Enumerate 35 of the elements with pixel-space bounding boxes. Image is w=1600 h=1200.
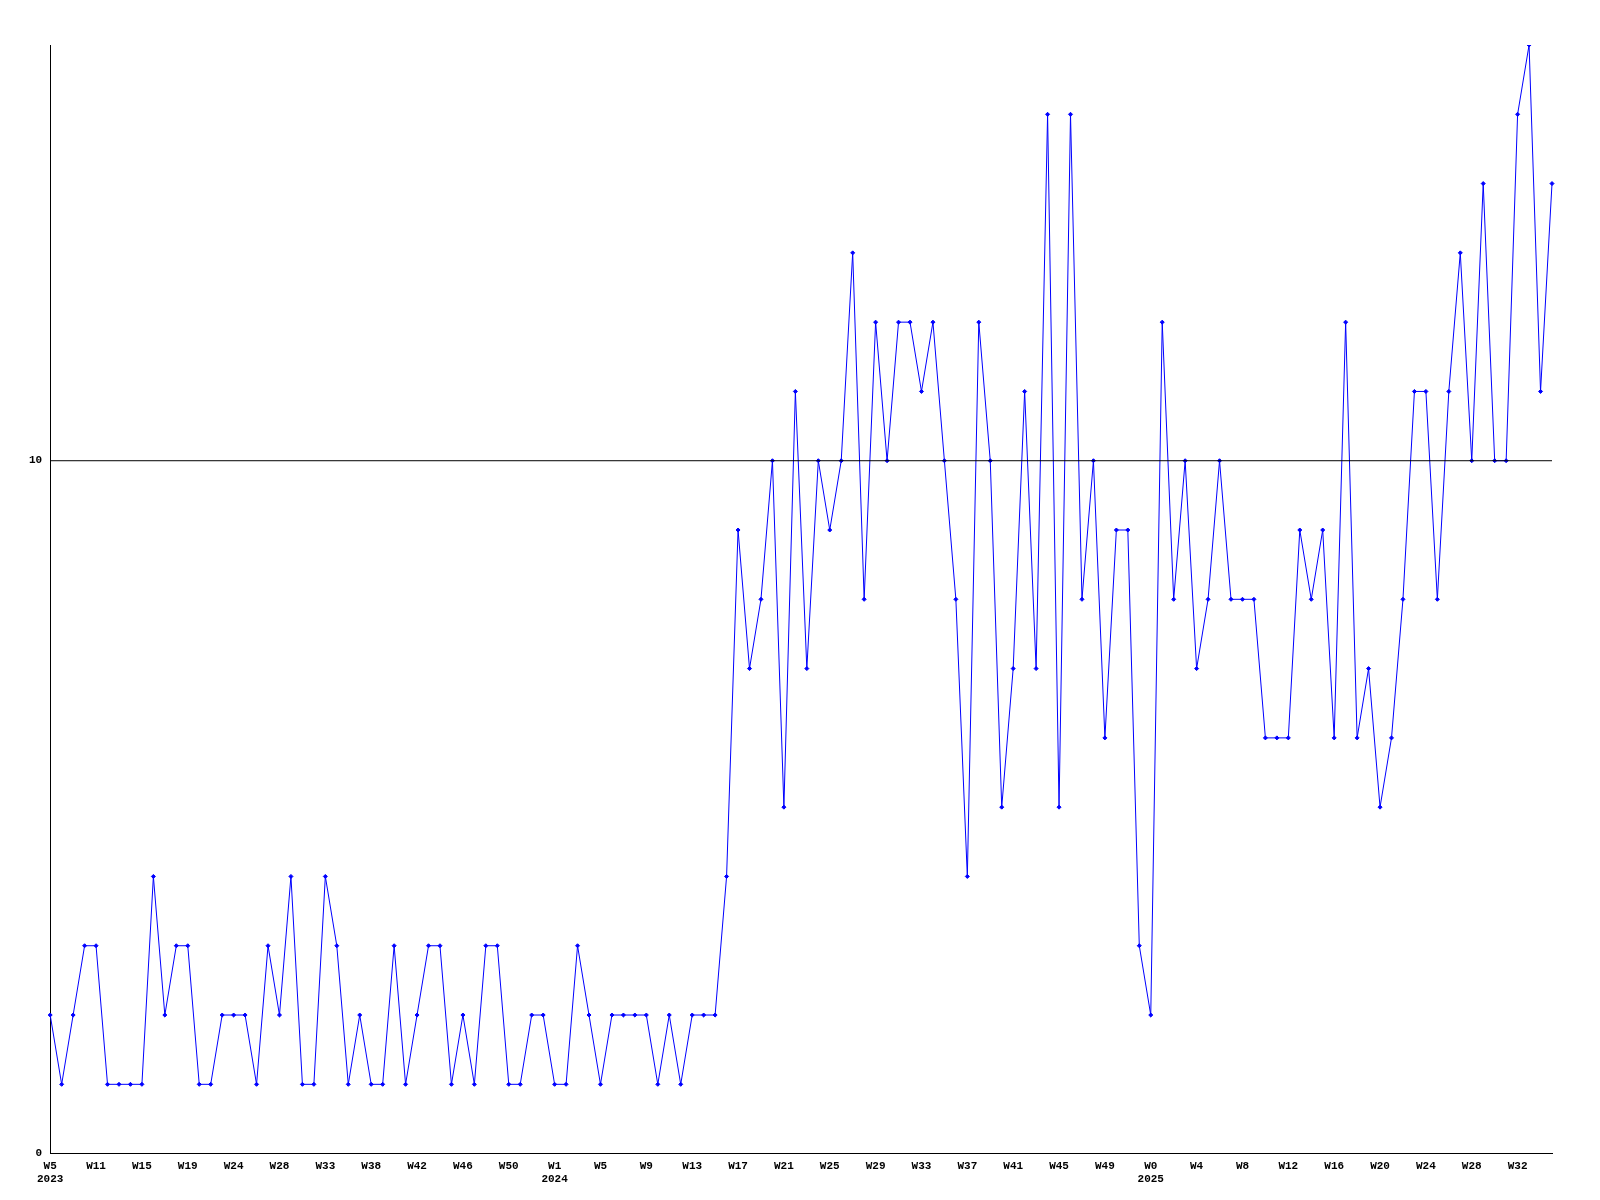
x-tick-label: W19: [177, 1159, 198, 1172]
x-tick-label: W24: [1415, 1159, 1437, 1172]
x-tick-label: W29: [865, 1159, 886, 1172]
x-tick-label: W33: [315, 1159, 336, 1172]
x-tick-label: W15: [132, 1159, 153, 1172]
y-tick-label: 10: [29, 454, 43, 467]
x-tick-label: W42: [407, 1159, 427, 1172]
x-tick-label: W11: [86, 1159, 107, 1172]
x-tick-label: W13: [682, 1159, 703, 1172]
x-tick-label: W50: [498, 1159, 519, 1172]
x-tick-label: W25: [819, 1159, 841, 1172]
x-tick-label: W1 2024: [541, 1159, 569, 1186]
x-tick-label: W20: [1370, 1159, 1390, 1172]
x-tick-label: W4: [1190, 1159, 1204, 1172]
x-tick-label: W32: [1507, 1159, 1528, 1172]
x-tick-label: W33: [911, 1159, 932, 1172]
x-tick-label: W0 2025: [1137, 1159, 1165, 1186]
x-tick-label: W8: [1235, 1159, 1250, 1172]
y-tick-label: 0: [35, 1147, 43, 1160]
x-tick-label: W21: [774, 1159, 795, 1172]
x-tick-label: W12: [1278, 1159, 1299, 1172]
x-tick-label: W17: [728, 1159, 748, 1172]
x-tick-label: W16: [1324, 1159, 1345, 1172]
x-tick-label: W45: [1049, 1159, 1070, 1172]
x-tick-label: W5: [593, 1159, 608, 1172]
x-tick-label: W5 2023: [37, 1159, 64, 1186]
x-tick-label: W24: [223, 1159, 244, 1172]
x-tick-label: W37: [957, 1159, 978, 1172]
x-tick-label: W46: [453, 1159, 473, 1172]
x-tick-label: W9: [639, 1159, 653, 1172]
x-tick-label: W28: [269, 1159, 290, 1172]
x-tick-label: W49: [1094, 1159, 1115, 1172]
x-tick-label: W28: [1461, 1159, 1483, 1172]
x-tick-label: W38: [361, 1159, 382, 1172]
x-tick-label: W41: [1003, 1159, 1024, 1172]
